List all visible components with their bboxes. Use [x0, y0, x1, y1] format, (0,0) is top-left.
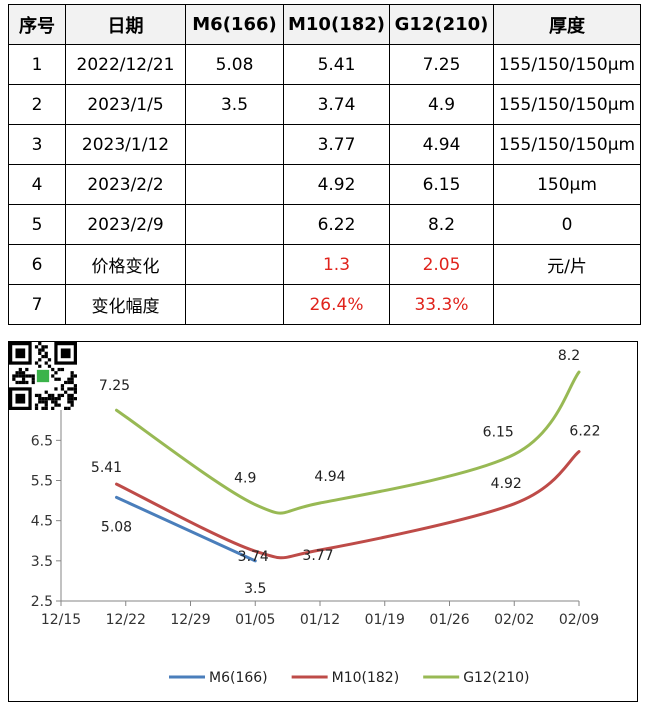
- x-tick-label: 01/05: [235, 612, 275, 628]
- cell-m6: 5.08: [185, 44, 284, 85]
- data-label: 5.08: [101, 519, 132, 535]
- cell-no: 3: [8, 124, 66, 165]
- cell-g12: 7.25: [389, 44, 494, 85]
- x-tick-label: 12/15: [41, 612, 81, 628]
- chart-canvas: 2.53.54.55.56.57.58.512/1512/2212/2901/0…: [31, 348, 601, 686]
- cell-g12: 6.15: [389, 164, 494, 205]
- data-label: 7.25: [99, 378, 130, 394]
- cell-thickness: [493, 284, 641, 325]
- cell-no: 2: [8, 84, 66, 125]
- series-line-G12(210): [115, 370, 581, 515]
- header-cell-no: 序号: [8, 4, 66, 45]
- cell-thickness: 元/片: [493, 244, 641, 285]
- data-label: 3.77: [302, 548, 333, 564]
- cell-g12-pct: 33.3%: [389, 284, 494, 325]
- cell-g12: 4.9: [389, 84, 494, 125]
- series-line-M10(182): [115, 450, 581, 560]
- header-cell-m10: M10(182): [283, 4, 390, 45]
- y-tick-label: 3.5: [31, 554, 53, 570]
- x-tick-label: 12/29: [170, 612, 210, 628]
- cell-m10-pct: 26.4%: [283, 284, 390, 325]
- x-tick-label: 01/12: [300, 612, 340, 628]
- header-cell-m6: M6(166): [185, 4, 284, 45]
- cell-m10: 6.22: [283, 204, 390, 245]
- cell-m6: [185, 244, 284, 285]
- cell-thickness: 155/150/150μm: [493, 84, 641, 125]
- price-line-chart: 2.53.54.55.56.57.58.512/1512/2212/2901/0…: [8, 341, 638, 702]
- legend-entry: G12(210): [463, 670, 529, 686]
- table-row: 3 2023/1/12 3.77 4.94 155/150/150μm: [8, 124, 641, 165]
- cell-m10: 5.41: [283, 44, 390, 85]
- header-cell-date: 日期: [65, 4, 186, 45]
- x-tick-label: 02/09: [559, 612, 599, 628]
- table-row: 1 2022/12/21 5.08 5.41 7.25 155/150/150μ…: [8, 44, 641, 85]
- cell-date: 变化幅度: [65, 284, 186, 325]
- cell-no: 5: [8, 204, 66, 245]
- table-row: 6 价格变化 1.3 2.05 元/片: [8, 244, 641, 285]
- cell-m10: 3.77: [283, 124, 390, 165]
- y-tick-label: 2.5: [31, 594, 53, 610]
- cell-no: 6: [8, 244, 66, 285]
- cell-date: 2022/12/21: [65, 44, 186, 85]
- table-header-row: 序号 日期 M6(166) M10(182) G12(210) 厚度: [8, 4, 641, 45]
- data-label: 4.94: [314, 469, 345, 485]
- qr-code-icon: [9, 342, 77, 410]
- price-table: 序号 日期 M6(166) M10(182) G12(210) 厚度 1 202…: [8, 4, 641, 325]
- cell-m10: 4.92: [283, 164, 390, 205]
- cell-m6: 3.5: [185, 84, 284, 125]
- cell-thickness: 155/150/150μm: [493, 124, 641, 165]
- y-tick-label: 4.5: [31, 514, 53, 530]
- cell-g12-change: 2.05: [389, 244, 494, 285]
- cell-thickness: 150μm: [493, 164, 641, 205]
- table-row: 5 2023/2/9 6.22 8.2 0: [8, 204, 641, 245]
- x-tick-label: 12/22: [106, 612, 146, 628]
- data-label: 6.22: [569, 424, 600, 440]
- header-cell-thickness: 厚度: [493, 4, 641, 45]
- data-label: 4.92: [491, 476, 522, 492]
- cell-thickness: 155/150/150μm: [493, 44, 641, 85]
- cell-no: 1: [8, 44, 66, 85]
- cell-date: 2023/1/12: [65, 124, 186, 165]
- cell-date: 价格变化: [65, 244, 186, 285]
- cell-no: 7: [8, 284, 66, 325]
- cell-thickness: 0: [493, 204, 641, 245]
- table-row: 4 2023/2/2 4.92 6.15 150μm: [8, 164, 641, 205]
- table-row: 2 2023/1/5 3.5 3.74 4.9 155/150/150μm: [8, 84, 641, 125]
- y-tick-label: 5.5: [31, 474, 53, 490]
- x-tick-label: 01/19: [365, 612, 405, 628]
- cell-m6: [185, 124, 284, 165]
- header-cell-g12: G12(210): [389, 4, 494, 45]
- cell-no: 4: [8, 164, 66, 205]
- cell-m6: [185, 164, 284, 205]
- x-tick-label: 01/26: [429, 612, 469, 628]
- cell-m6: [185, 284, 284, 325]
- cell-g12: 4.94: [389, 124, 494, 165]
- legend-entry: M6(166): [209, 670, 268, 686]
- data-label: 5.41: [91, 460, 122, 476]
- cell-m6: [185, 204, 284, 245]
- y-tick-label: 6.5: [31, 433, 53, 449]
- data-label: 8.2: [558, 348, 580, 364]
- series-line-M6(166): [115, 495, 257, 563]
- table-row: 7 变化幅度 26.4% 33.3%: [8, 284, 641, 325]
- cell-date: 2023/2/9: [65, 204, 186, 245]
- data-label: 4.9: [234, 471, 256, 487]
- cell-date: 2023/1/5: [65, 84, 186, 125]
- data-label: 6.15: [483, 424, 514, 440]
- data-label: 3.74: [238, 549, 269, 565]
- cell-m10-change: 1.3: [283, 244, 390, 285]
- data-label: 3.5: [244, 581, 266, 597]
- cell-date: 2023/2/2: [65, 164, 186, 205]
- cell-m10: 3.74: [283, 84, 390, 125]
- cell-g12: 8.2: [389, 204, 494, 245]
- legend-entry: M10(182): [332, 670, 400, 686]
- x-tick-label: 02/02: [494, 612, 534, 628]
